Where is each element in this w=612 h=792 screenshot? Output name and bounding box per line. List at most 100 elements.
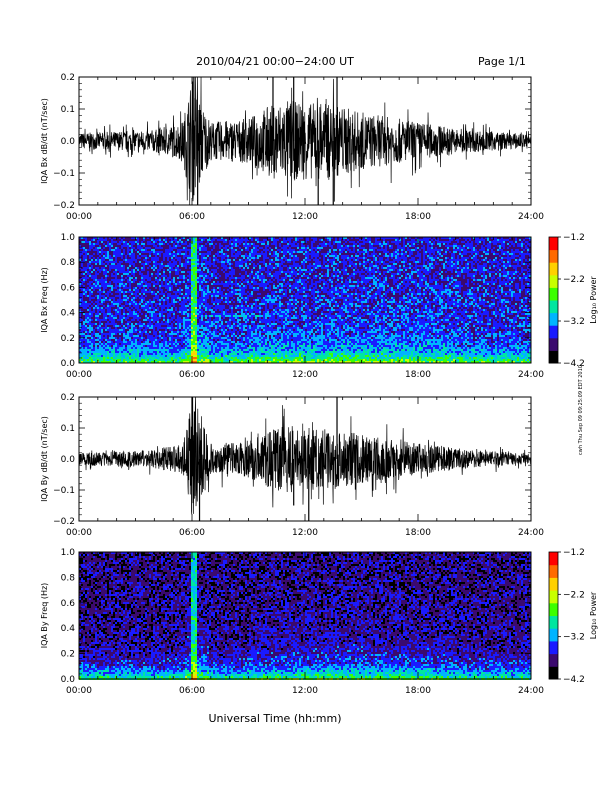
spectrogram-cell xyxy=(99,353,101,355)
spectrogram-cell xyxy=(93,241,95,243)
spectrogram-cell xyxy=(91,281,93,283)
spectrogram-cell xyxy=(89,357,91,359)
spectrogram-cell xyxy=(117,321,119,323)
spectrogram-cell xyxy=(91,339,93,341)
spectrogram-cell xyxy=(93,253,95,255)
spectrogram-cell xyxy=(115,291,117,293)
spectrogram-cell xyxy=(95,329,97,331)
spectrogram-cell xyxy=(103,333,105,335)
spectrogram-cell xyxy=(85,291,87,293)
spectrogram-cell xyxy=(101,287,103,289)
spectrogram-cell xyxy=(93,301,95,303)
spectrogram-cell xyxy=(113,271,115,273)
spectrogram-cell xyxy=(101,333,103,335)
spectrogram-cell xyxy=(91,251,93,253)
spectrogram-cell xyxy=(85,303,87,305)
spectrogram-cell xyxy=(91,305,93,307)
spectrogram-cell xyxy=(85,315,87,317)
spectrogram-cell xyxy=(89,333,91,335)
spectrogram-cell xyxy=(91,275,93,277)
spectrogram-cell xyxy=(111,337,113,339)
spectrogram-cell xyxy=(99,297,101,299)
spectrogram-cell xyxy=(115,265,117,267)
spectrogram-cell xyxy=(91,319,93,321)
spectrogram-cell xyxy=(109,357,111,359)
spectrogram-cell xyxy=(97,301,99,303)
spectrogram-cell xyxy=(113,353,115,355)
spectrogram-cell xyxy=(107,345,109,347)
spectrogram-cell xyxy=(99,251,101,253)
y-tick-label-0-3: −0.1 xyxy=(53,169,75,179)
spectrogram-cell xyxy=(93,353,95,355)
spectrogram-cell xyxy=(103,257,105,259)
spectrogram-cell xyxy=(119,247,121,249)
spectrogram-cell xyxy=(117,345,119,347)
spectrogram-cell xyxy=(97,283,99,285)
spectrogram-cell xyxy=(97,349,99,351)
spectrogram-cell xyxy=(97,245,99,247)
spectrogram-cell xyxy=(89,273,91,275)
spectrogram-cell xyxy=(85,293,87,295)
spectrogram-cell xyxy=(107,353,109,355)
spectrogram-cell xyxy=(103,289,105,291)
spectrogram-cell xyxy=(85,349,87,351)
spectrogram-cell xyxy=(99,341,101,343)
spectrogram-cell xyxy=(97,299,99,301)
spectrogram-cell xyxy=(93,297,95,299)
spectrogram-cell xyxy=(107,295,109,297)
spectrogram-cell xyxy=(103,249,105,251)
spectrogram-cell xyxy=(111,275,113,277)
spectrogram-cell xyxy=(103,291,105,293)
spectrogram-cell xyxy=(91,299,93,301)
spectrogram-cell xyxy=(111,325,113,327)
spectrogram-cell xyxy=(81,303,83,305)
spectrogram-cell xyxy=(101,327,103,329)
spectrogram-cell xyxy=(113,251,115,253)
spectrogram-cell xyxy=(117,297,119,299)
spectrogram-cell xyxy=(103,271,105,273)
spectrogram-cell xyxy=(113,337,115,339)
spectrogram-cell xyxy=(115,323,117,325)
spectrogram-cell xyxy=(107,357,109,359)
spectrogram-cell xyxy=(83,245,85,247)
spectrogram-cell xyxy=(113,311,115,313)
spectrogram-cell xyxy=(101,331,103,333)
spectrogram-cell xyxy=(97,319,99,321)
spectrogram-cell xyxy=(107,351,109,353)
spectrogram-cell xyxy=(101,269,103,271)
spectrogram-cell xyxy=(97,289,99,291)
spectrogram-cell xyxy=(107,339,109,341)
spectrogram-cell xyxy=(101,263,103,265)
spectrogram-cell xyxy=(111,243,113,245)
spectrogram-cell xyxy=(115,245,117,247)
spectrogram-cell xyxy=(93,321,95,323)
spectrogram-cell xyxy=(99,347,101,349)
spectrogram-cell xyxy=(119,249,121,251)
spectrogram-cell xyxy=(83,353,85,355)
spectrogram-cell xyxy=(109,255,111,257)
spectrogram-cell xyxy=(113,287,115,289)
spectrogram-cell xyxy=(109,309,111,311)
spectrogram-cell xyxy=(101,349,103,351)
spectrogram-cell xyxy=(113,307,115,309)
spectrogram-cell xyxy=(111,327,113,329)
spectrogram-cell xyxy=(87,285,89,287)
spectrogram-cell xyxy=(95,273,97,275)
spectrogram-cell xyxy=(103,287,105,289)
spectrogram-cell xyxy=(91,357,93,359)
spectrogram-cell xyxy=(97,247,99,249)
spectrogram-cell xyxy=(105,337,107,339)
spectrogram-cell xyxy=(81,339,83,341)
spectrogram-cell xyxy=(97,297,99,299)
spectrogram-cell xyxy=(105,353,107,355)
spectrogram-cell xyxy=(91,253,93,255)
spectrogram-cell xyxy=(99,295,101,297)
spectrogram-cell xyxy=(101,343,103,345)
spectrogram-cell xyxy=(95,315,97,317)
spectrogram-cell xyxy=(101,257,103,259)
spectrogram-cell xyxy=(87,303,89,305)
spectrogram-cell xyxy=(95,289,97,291)
spectrogram-cell xyxy=(109,313,111,315)
spectrogram-cell xyxy=(115,301,117,303)
spectrogram-cell xyxy=(97,241,99,243)
